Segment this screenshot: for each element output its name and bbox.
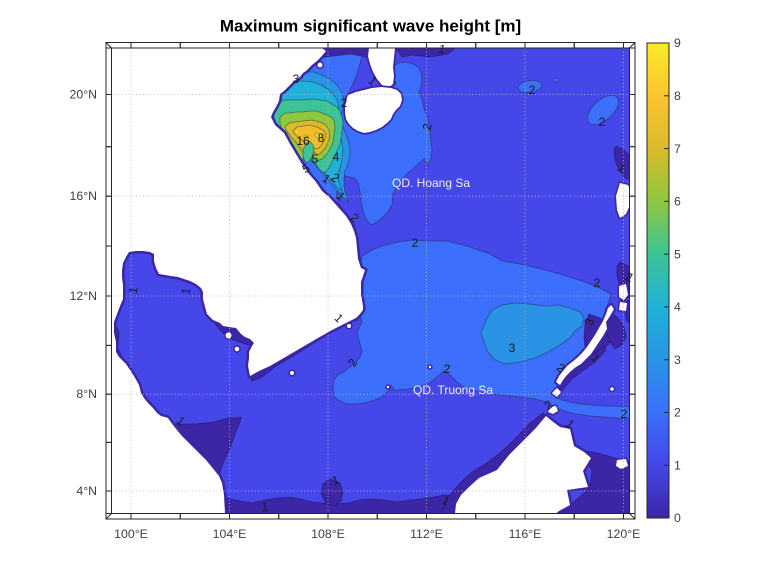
svg-text:QD. Hoang Sa: QD. Hoang Sa — [392, 176, 470, 190]
svg-text:7: 7 — [674, 142, 681, 156]
svg-text:1: 1 — [126, 285, 141, 294]
svg-text:Maximum significant wave heigh: Maximum significant wave height [m] — [220, 17, 521, 36]
svg-text:104°E: 104°E — [213, 527, 247, 541]
svg-text:4°N: 4°N — [76, 484, 97, 498]
svg-text:QD. Truong Sa: QD. Truong Sa — [413, 383, 493, 397]
svg-text:2: 2 — [341, 96, 348, 110]
svg-text:16: 16 — [296, 134, 310, 148]
svg-text:5: 5 — [312, 152, 319, 166]
svg-text:3: 3 — [674, 353, 681, 367]
svg-text:1: 1 — [674, 458, 681, 472]
svg-text:2: 2 — [412, 236, 419, 250]
svg-text:2: 2 — [444, 362, 451, 376]
svg-text:120°E: 120°E — [607, 527, 641, 541]
svg-text:100°E: 100°E — [114, 527, 148, 541]
svg-text:8: 8 — [318, 131, 325, 145]
svg-text:8°N: 8°N — [76, 387, 97, 401]
svg-text:3: 3 — [509, 341, 516, 355]
svg-text:1: 1 — [437, 42, 447, 57]
svg-text:1: 1 — [179, 286, 194, 295]
svg-text:3: 3 — [582, 317, 597, 327]
svg-text:9: 9 — [674, 36, 681, 50]
svg-text:2: 2 — [529, 83, 536, 97]
svg-text:4: 4 — [674, 300, 681, 314]
svg-text:1: 1 — [330, 472, 341, 488]
svg-text:6: 6 — [674, 195, 681, 209]
svg-text:3: 3 — [293, 72, 300, 86]
svg-text:2: 2 — [599, 115, 606, 129]
svg-text:108°E: 108°E — [311, 527, 345, 541]
svg-text:5: 5 — [674, 247, 681, 261]
svg-text:8: 8 — [674, 89, 681, 103]
svg-text:12°N: 12°N — [70, 289, 97, 303]
svg-text:2: 2 — [621, 407, 628, 421]
svg-text:112°E: 112°E — [410, 527, 443, 541]
svg-text:16°N: 16°N — [70, 189, 97, 203]
svg-text:0: 0 — [674, 511, 681, 525]
svg-text:2: 2 — [674, 406, 681, 420]
svg-text:116°E: 116°E — [509, 527, 542, 541]
svg-text:2: 2 — [420, 122, 435, 132]
svg-text:20°N: 20°N — [70, 88, 97, 102]
svg-text:1: 1 — [262, 500, 269, 514]
svg-text:2: 2 — [594, 276, 601, 290]
svg-text:4: 4 — [333, 150, 340, 164]
